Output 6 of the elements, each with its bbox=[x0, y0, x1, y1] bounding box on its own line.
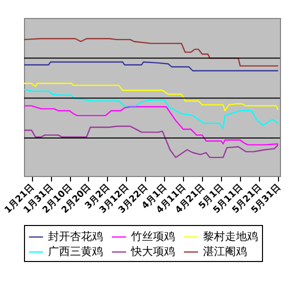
legend-label: 黎村走地鸡 bbox=[203, 230, 258, 243]
legend-label: 广西三黄鸡 bbox=[48, 245, 103, 258]
legend-label: 湛江阉鸡 bbox=[203, 245, 247, 258]
legend-label: 快大项鸡 bbox=[130, 245, 175, 258]
legend-label: 封开杏花鸡 bbox=[48, 230, 103, 243]
legend-label: 竹丝项鸡 bbox=[131, 230, 175, 243]
